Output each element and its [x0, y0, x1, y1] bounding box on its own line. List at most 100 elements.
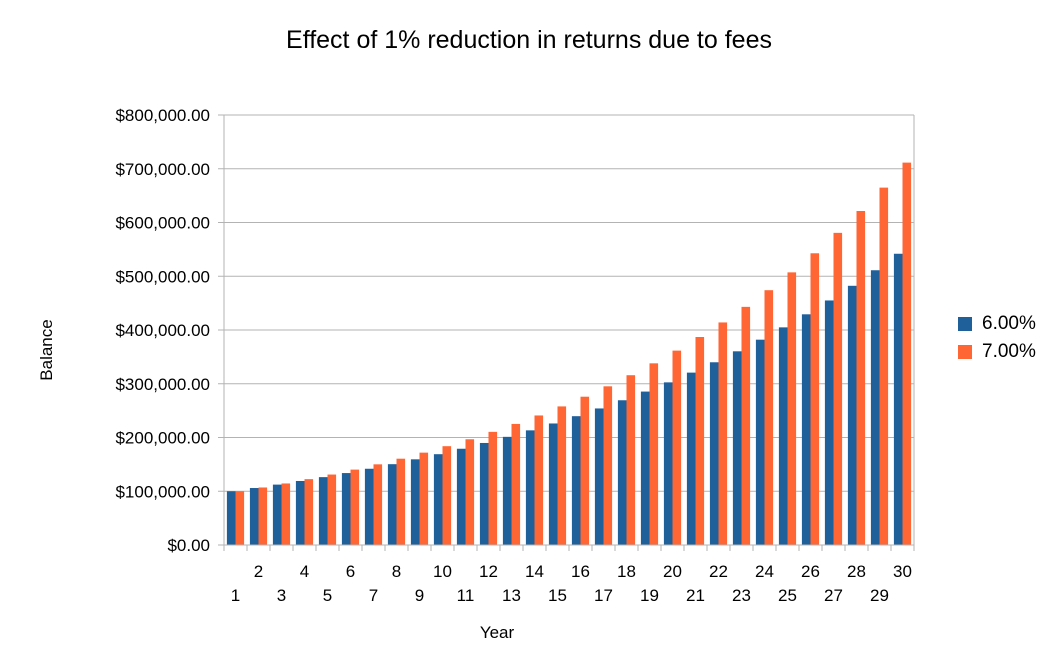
x-tick-label: 21 [686, 586, 705, 605]
bar-series-2 [442, 446, 452, 545]
y-axis-label: Balance [37, 319, 56, 380]
y-tick-label: $500,000.00 [115, 267, 210, 286]
x-tick-labels: 1234567891011121314151617181920212223242… [231, 562, 912, 605]
x-tick-label: 12 [479, 562, 498, 581]
bar-series-2 [557, 406, 567, 545]
bar-series-2 [396, 458, 406, 545]
bar-series-2 [902, 162, 912, 545]
bar-series-1 [226, 491, 236, 545]
x-tick-label: 3 [277, 586, 286, 605]
y-tick-labels: $0.00 $100,000.00 $200,000.00 $300,000.00 $4… [115, 106, 210, 555]
x-tick-label: 4 [300, 562, 309, 581]
y-tick-label: $300,000.00 [115, 375, 210, 394]
x-tick-label: 30 [893, 562, 912, 581]
legend: 6.00% 7.00% [958, 310, 1036, 366]
bar-series-2 [879, 187, 889, 545]
bar-series-2 [350, 469, 360, 545]
y-tick-label: $700,000.00 [115, 160, 210, 179]
bar-series-2 [235, 491, 245, 545]
bar-series-2 [465, 439, 475, 545]
x-tick-label: 18 [617, 562, 636, 581]
bar-series-1 [824, 300, 834, 545]
bar-series-2 [649, 363, 659, 545]
bar-series-1 [456, 448, 466, 545]
x-tick-label: 13 [502, 586, 521, 605]
bar-series-1 [801, 314, 811, 545]
bar-series-2 [373, 464, 383, 545]
bar-series-1 [778, 327, 788, 545]
y-tick-label: $200,000.00 [115, 429, 210, 448]
bar-series-1 [617, 400, 627, 545]
bar-series-2 [327, 474, 337, 545]
y-tick-label: $100,000.00 [115, 482, 210, 501]
x-tick-label: 8 [392, 562, 401, 581]
x-tick-label: 22 [709, 562, 728, 581]
x-tick-label: 15 [548, 586, 567, 605]
legend-item-series-1: 6.00% [958, 310, 1036, 338]
x-tick-label: 29 [870, 586, 889, 605]
bar-series-1 [272, 484, 282, 545]
x-tick-label: 1 [231, 586, 240, 605]
x-tick-label: 26 [801, 562, 820, 581]
legend-swatch-series-2 [958, 345, 972, 359]
bar-series-1 [548, 423, 558, 545]
bar-series-1 [249, 488, 259, 545]
bar-series-2 [626, 375, 636, 545]
bar-series-2 [810, 253, 820, 545]
bar-series-2 [718, 322, 728, 545]
bar-series-1 [295, 480, 305, 545]
legend-item-series-2: 7.00% [958, 338, 1036, 366]
bar-series-2 [511, 423, 521, 545]
bar-series-2 [833, 232, 843, 546]
x-tick-label: 16 [571, 562, 590, 581]
legend-swatch-series-1 [958, 317, 972, 331]
bar-series-1 [663, 382, 673, 545]
bar-series-1 [709, 362, 719, 545]
bar-series-1 [755, 339, 765, 545]
x-tick-label: 9 [415, 586, 424, 605]
bar-series-1 [410, 459, 420, 545]
legend-label-series-1: 6.00% [982, 313, 1036, 334]
bar-series-2 [603, 386, 613, 545]
bar-series-2 [304, 479, 314, 545]
bar-series-1 [847, 285, 857, 545]
x-axis-label: Year [480, 623, 515, 642]
chart-title: Effect of 1% reduction in returns due to… [286, 26, 772, 54]
bar-series-1 [387, 464, 397, 545]
bars [226, 162, 912, 546]
bar-series-1 [893, 253, 903, 545]
x-tick-label: 17 [594, 586, 613, 605]
bar-series-2 [488, 431, 498, 545]
x-tick-label: 11 [457, 586, 475, 605]
x-tick-label: 5 [323, 586, 332, 605]
bar-series-1 [341, 473, 351, 545]
x-tick-label: 6 [346, 562, 355, 581]
bar-series-2 [258, 487, 268, 545]
y-tick-label: $400,000.00 [115, 321, 210, 340]
bar-series-2 [672, 350, 682, 545]
x-tick-label: 19 [640, 586, 659, 605]
x-tick-label: 20 [663, 562, 682, 581]
y-tick-label: $0.00 [167, 536, 210, 555]
bar-series-2 [764, 290, 774, 545]
bar-series-2 [695, 337, 705, 545]
bar-series-2 [787, 272, 797, 545]
bar-series-1 [870, 270, 880, 545]
bar-series-2 [856, 211, 866, 545]
bar-series-1 [686, 372, 696, 545]
bar-series-2 [580, 396, 590, 545]
bar-series-1 [318, 477, 328, 545]
bar-series-1 [594, 408, 604, 545]
y-tick-label: $600,000.00 [115, 214, 210, 233]
bar-series-2 [741, 306, 751, 545]
bar-series-1 [502, 436, 512, 545]
bar-series-1 [433, 454, 443, 545]
legend-label-series-2: 7.00% [982, 341, 1036, 362]
x-tick-label: 14 [525, 562, 544, 581]
bar-series-1 [364, 468, 374, 545]
x-tick-label: 25 [778, 586, 797, 605]
x-tick-label: 27 [824, 586, 843, 605]
y-tick-label: $800,000.00 [115, 106, 210, 125]
axes [223, 115, 915, 551]
